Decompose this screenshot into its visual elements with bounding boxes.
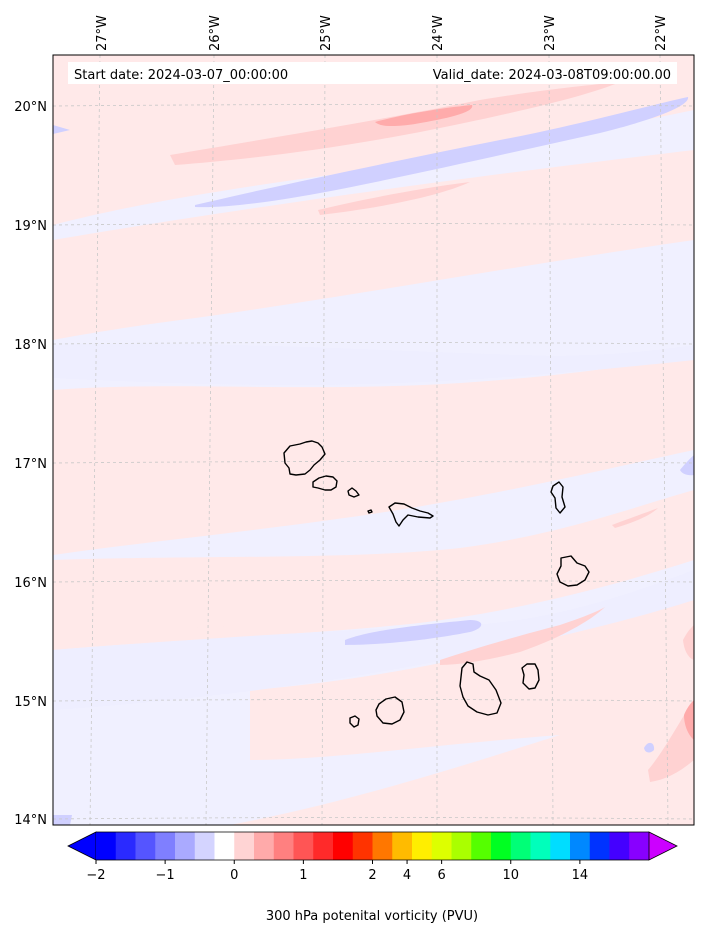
header-band [68,62,677,84]
colorbar: −2 −1 0 1 2 4 6 10 14 [67,831,678,883]
colorbar-cell [135,832,156,860]
island-santo-antao [283,440,326,476]
lon-label-27w: 27°W [95,15,110,51]
colorbar-tick-label: −2 [86,868,105,883]
colorbar-tick-label: 2 [368,868,376,883]
lat-label-17n: 17°N [14,457,47,472]
negative-lane-central [53,343,694,385]
lat-axis-labels: 20°N 19°N 18°N 17°N 16°N 15°N 14°N [14,100,47,828]
map-frame [52,54,695,826]
colorbar-tick-label: 6 [437,868,445,883]
colorbar-label: 300 hPa potenital vorticity (PVU) [266,909,478,924]
positive-streak-sw [440,606,606,665]
lat-gridlines [53,104,694,820]
colorbar-cell [510,832,531,860]
colorbar-cell [412,832,433,860]
positive-patch-east [683,625,694,660]
colorbar-cell [313,832,334,860]
colorbar-cell [293,832,314,860]
colorbar-cell [115,832,136,860]
valid-date-text: Valid_date: 2024-03-08T09:00:00.00 [433,68,671,83]
colorbar-cell [392,832,413,860]
lon-axis-labels: 27°W 26°W 25°W 24°W 23°W 22°W [95,15,669,51]
colorbar-cells [96,832,650,860]
colorbar-cell [96,832,117,860]
lon-label-24w: 24°W [431,15,446,51]
colorbar-cell [629,832,650,860]
colorbar-cell [491,832,512,860]
colorbar-cell [589,832,610,860]
colorbar-cell [570,832,591,860]
colorbar-cell [471,832,492,860]
colorbar-tick-label: 1 [299,868,307,883]
colorbar-cell [234,832,255,860]
colorbar-tick-label: 4 [403,868,411,883]
strong-positive-patch-east [684,700,694,740]
strong-positive-streak [375,105,473,127]
positive-streak-se [648,700,694,782]
colorbar-cell [352,832,373,860]
colorbar-ticks: −2 −1 0 1 2 4 6 10 14 [86,860,588,883]
negative-streak-north [195,97,689,208]
lat-label-16n: 16°N [14,576,47,591]
colorbar-cell [550,832,571,860]
vorticity-field [53,55,694,825]
colorbar-cell [431,832,452,860]
colorbar-tick-label: 14 [572,868,589,883]
island-fogo [375,696,405,725]
colorbar-cell [333,832,354,860]
colorbar-cell [254,832,275,860]
colorbar-tick-label: 10 [502,868,519,883]
negative-patch-southeast [644,742,655,753]
island-santiago [459,661,502,716]
negative-patch-east [680,455,694,476]
positive-band-north [53,150,694,340]
positive-band-south [230,600,694,825]
start-date-text: Start date: 2024-03-07_00:00:00 [74,68,288,83]
lon-label-23w: 23°W [543,15,558,51]
colorbar-cell [175,832,196,860]
lat-label-15n: 15°N [14,695,47,710]
colorbar-tick-label: −1 [156,868,175,883]
positive-band-southwest [53,594,250,638]
colorbar-cell [372,832,393,860]
island-brava [349,715,360,728]
colorbar-cell [530,832,551,860]
island-maio [521,663,540,690]
negative-patch-west [53,125,70,134]
colorbar-cell [451,832,472,860]
island-sal [550,481,566,514]
lat-label-14n: 14°N [14,813,47,828]
lon-label-25w: 25°W [319,15,334,51]
colorbar-under-triangle [67,831,97,861]
positive-streak-north [318,182,470,215]
lat-label-19n: 19°N [14,219,47,234]
positive-band-central [53,355,694,555]
colorbar-cell [214,832,235,860]
island-sao-nicolau [388,502,434,527]
lon-label-26w: 26°W [208,15,223,51]
colorbar-over-triangle [648,831,678,861]
colorbar-cell [155,832,176,860]
colorbar-cell [194,832,215,860]
colorbar-cell [273,832,294,860]
positive-streak-east [612,508,658,528]
lat-label-20n: 20°N [14,100,47,115]
lon-label-22w: 22°W [654,15,669,51]
negative-patch-southwest [53,815,72,825]
island-sao-vicente [312,475,338,491]
island-boa-vista [556,555,590,587]
colorbar-tick-label: 0 [230,868,238,883]
island-ilheu [367,509,373,514]
negative-streak-south [345,620,482,645]
lat-label-18n: 18°N [14,338,47,353]
colorbar-cell [609,832,630,860]
island-outlines [283,440,590,728]
island-santa-luzia [347,487,360,498]
lon-gridlines [89,55,669,825]
